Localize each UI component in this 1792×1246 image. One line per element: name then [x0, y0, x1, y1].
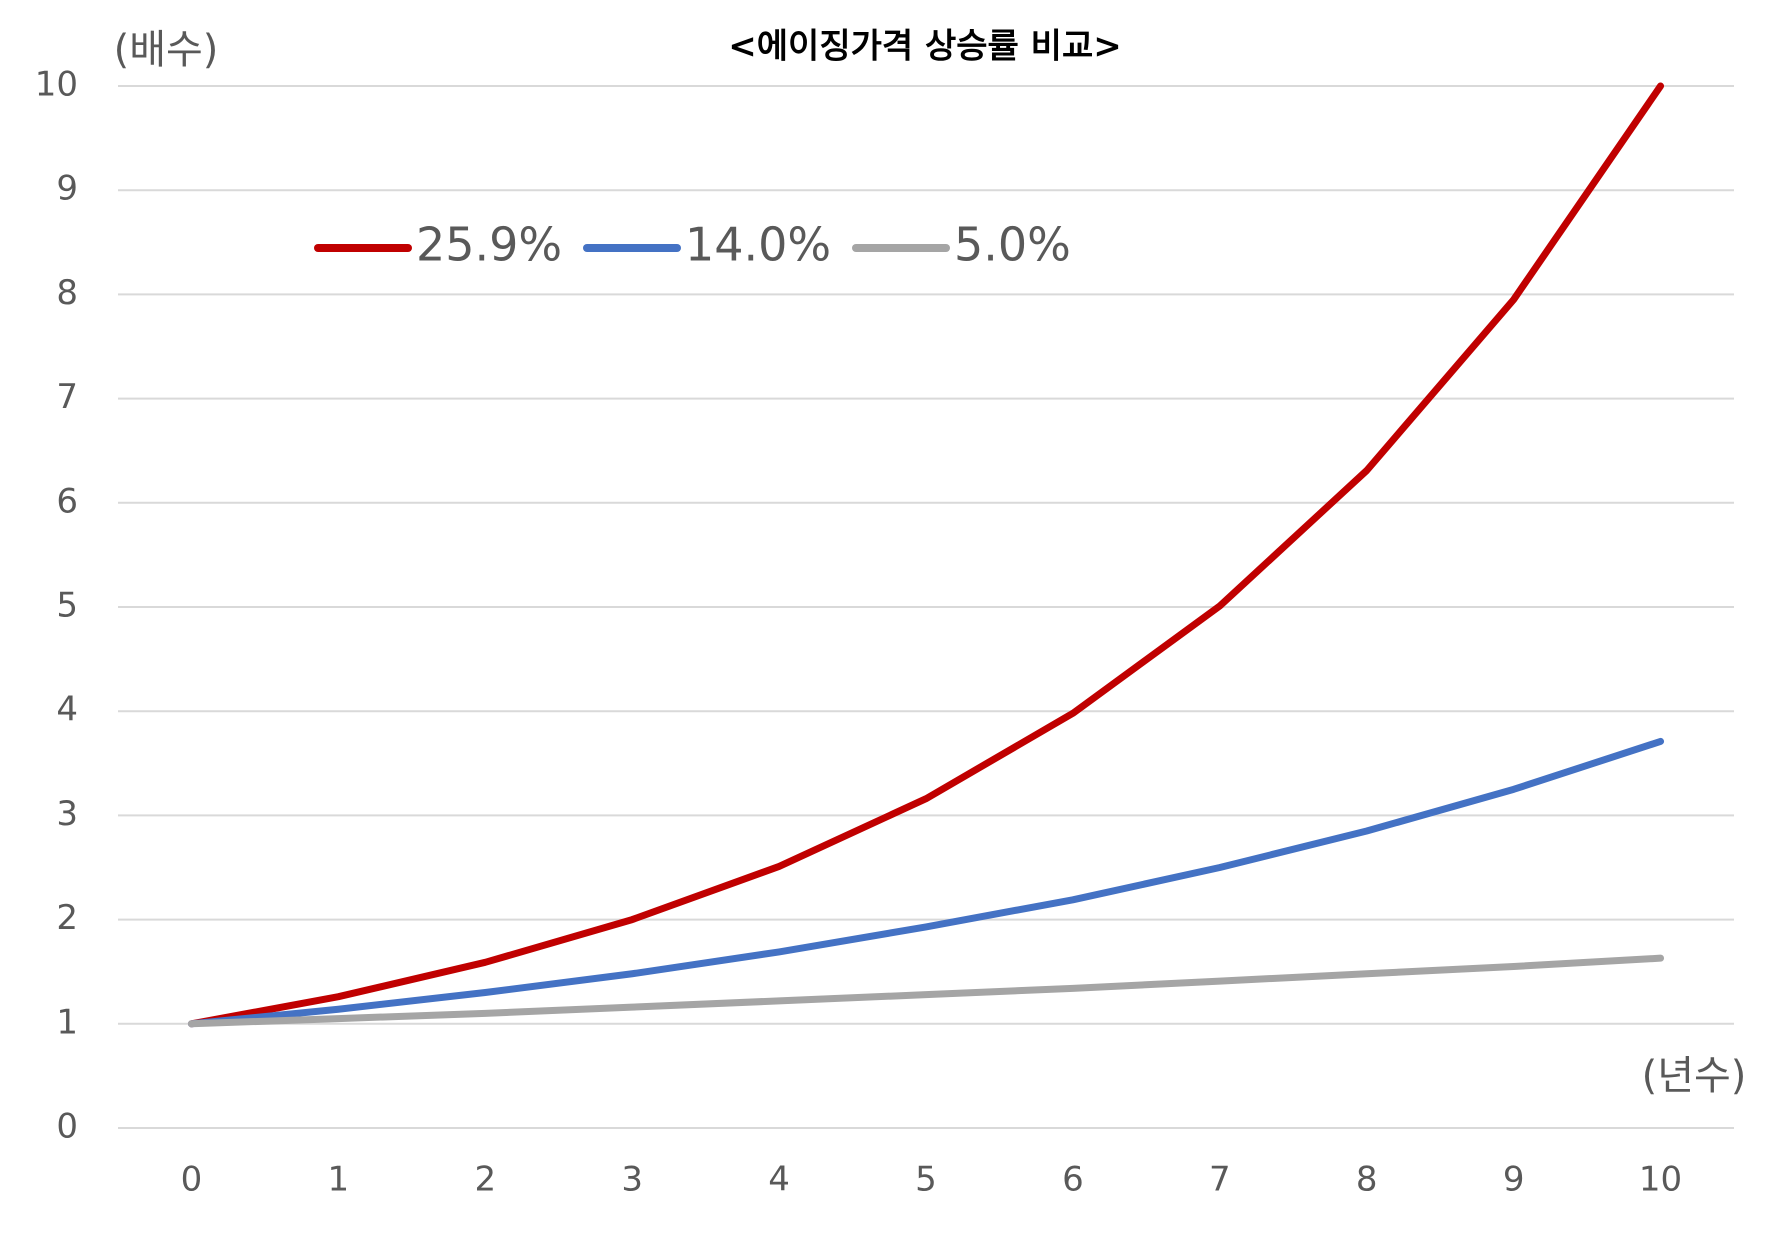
x-tick-label: 6 [1062, 1160, 1084, 1200]
legend-label: 5.0% [954, 218, 1071, 272]
y-tick-label: 2 [56, 898, 78, 938]
y-tick-label: 9 [56, 169, 78, 209]
y-tick-label: 3 [56, 794, 78, 834]
x-tick-label: 8 [1356, 1160, 1378, 1200]
x-tick-label: 10 [1639, 1160, 1682, 1200]
y-axis-label: (배수) [114, 27, 219, 73]
y-tick-label: 8 [56, 273, 78, 313]
y-tick-label: 6 [56, 481, 78, 521]
x-tick-label: 3 [621, 1160, 643, 1200]
x-axis-label: (년수) [1642, 1053, 1747, 1099]
x-tick-label: 5 [915, 1160, 937, 1200]
legend-label: 25.9% [416, 218, 562, 272]
x-tick-label: 4 [768, 1160, 790, 1200]
legend-label: 14.0% [685, 218, 831, 272]
x-tick-label: 9 [1503, 1160, 1525, 1200]
chart-title: <에이징가격 상승률 비교> [728, 27, 1121, 67]
x-tick-label: 7 [1209, 1160, 1231, 1200]
y-tick-label: 10 [35, 65, 78, 105]
y-tick-label: 7 [56, 377, 78, 417]
y-tick-label: 1 [56, 1002, 78, 1042]
y-tick-label: 0 [56, 1107, 78, 1147]
y-tick-label: 5 [56, 586, 78, 626]
x-tick-label: 0 [181, 1160, 203, 1200]
series-line [187, 737, 1665, 1028]
series-line [187, 82, 1665, 1028]
series-line [187, 954, 1665, 1028]
x-tick-label: 2 [474, 1160, 496, 1200]
y-tick-label: 4 [56, 690, 78, 730]
x-tick-label: 1 [328, 1160, 350, 1200]
